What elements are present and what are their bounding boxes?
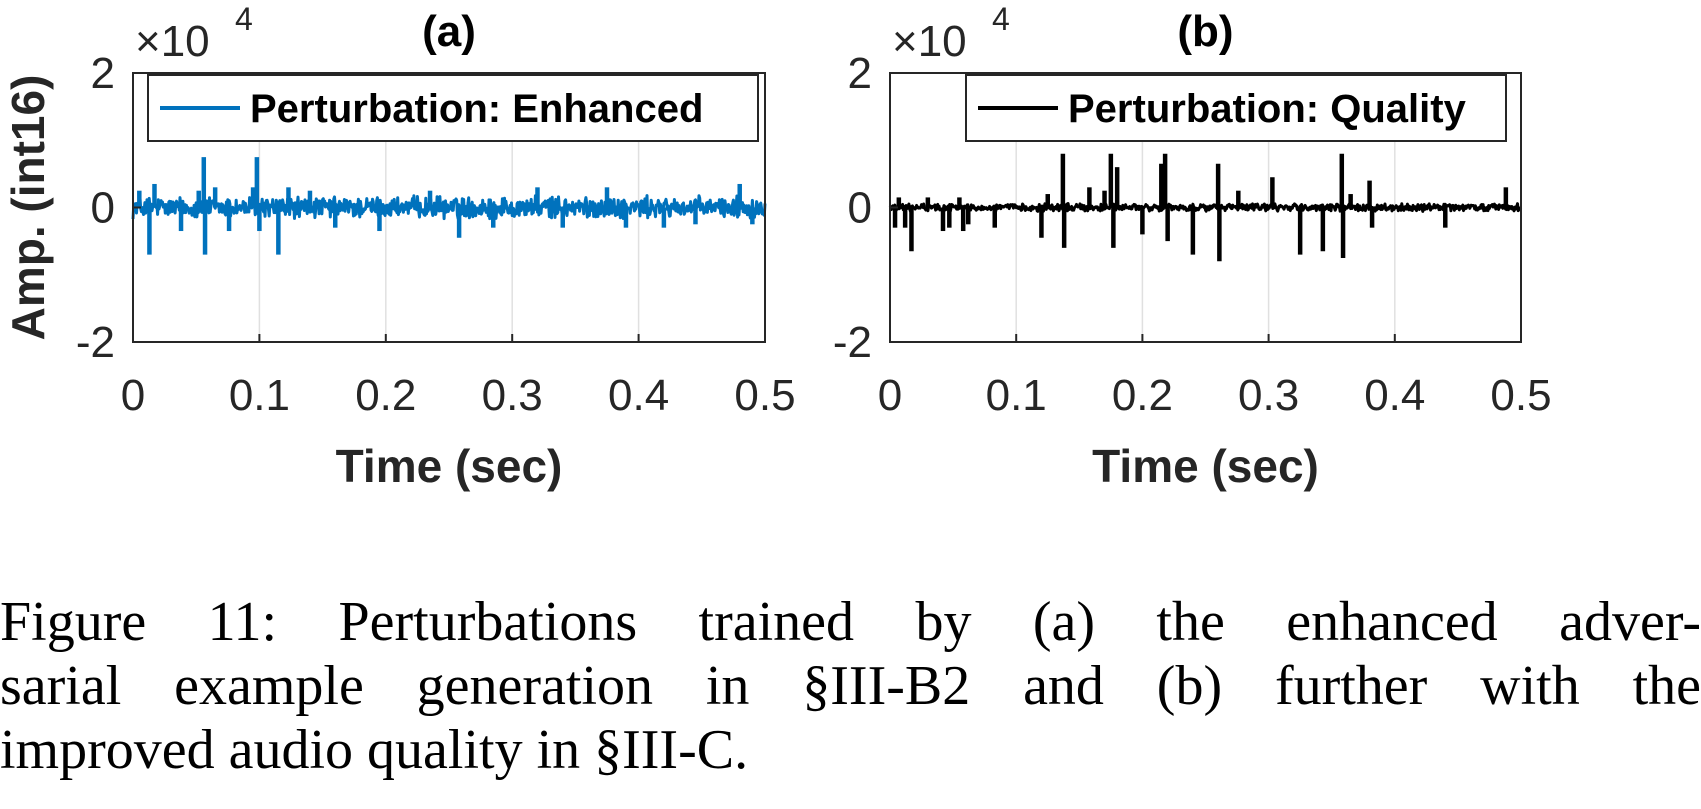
series-line — [888, 202, 1523, 213]
x-axis-label: Time (sec) — [1092, 440, 1319, 492]
x-axis-label: Time (sec) — [336, 440, 563, 492]
y-axis-label: Amp. (int16) — [2, 75, 54, 341]
x-tick-label: 0.5 — [734, 371, 795, 420]
chart-panel-a: Perturbation: Enhanced 0 0.1 0.2 0.3 0.4 0.5 2 0… — [2, 1, 795, 492]
y-tick-label: 0 — [848, 184, 872, 233]
y-tick-label: 2 — [91, 49, 115, 98]
x-tick-label: 0.1 — [986, 371, 1047, 420]
legend-label: Perturbation: Enhanced — [250, 87, 703, 131]
figure: Perturbation: Enhanced 0 0.1 0.2 0.3 0.4 0.5 2 0… — [2, 1, 1552, 492]
caption-line: sarial example generation in §III-B2 and… — [0, 655, 1701, 717]
y-multiplier: ×10 — [135, 17, 210, 66]
legend-box — [147, 74, 759, 142]
series-line — [131, 194, 767, 221]
x-tick-label: 0.4 — [608, 371, 669, 420]
x-tick-label: 0.3 — [482, 371, 543, 420]
y-multiplier-exponent: 4 — [992, 1, 1010, 37]
y-multiplier-exponent: 4 — [235, 1, 253, 37]
x-tick-label: 0.5 — [1490, 371, 1551, 420]
y-tick-label: 0 — [91, 184, 115, 233]
x-tick-label: 0.2 — [1112, 371, 1173, 420]
y-tick-label: 2 — [848, 49, 872, 98]
y-tick-label: -2 — [76, 318, 115, 367]
y-multiplier: ×10 — [892, 17, 967, 66]
chart-title: (a) — [422, 7, 476, 56]
chart-title: (b) — [1177, 7, 1233, 56]
x-tick-label: 0 — [121, 371, 145, 420]
x-tick-label: 0.1 — [229, 371, 290, 420]
caption-line: improved audio quality in §III-C. — [0, 719, 749, 781]
x-tick-label: 0.2 — [355, 371, 416, 420]
x-tick-label: 0 — [878, 371, 902, 420]
x-tick-label: 0.4 — [1364, 371, 1425, 420]
y-tick-label: -2 — [833, 318, 872, 367]
x-tick-label: 0.3 — [1238, 371, 1299, 420]
legend-label: Perturbation: Quality — [1068, 87, 1467, 131]
figure-caption: Figure 11: Perturbations trained by (a) … — [0, 590, 1701, 782]
caption-line: Figure 11: Perturbations trained by (a) … — [0, 591, 1701, 653]
